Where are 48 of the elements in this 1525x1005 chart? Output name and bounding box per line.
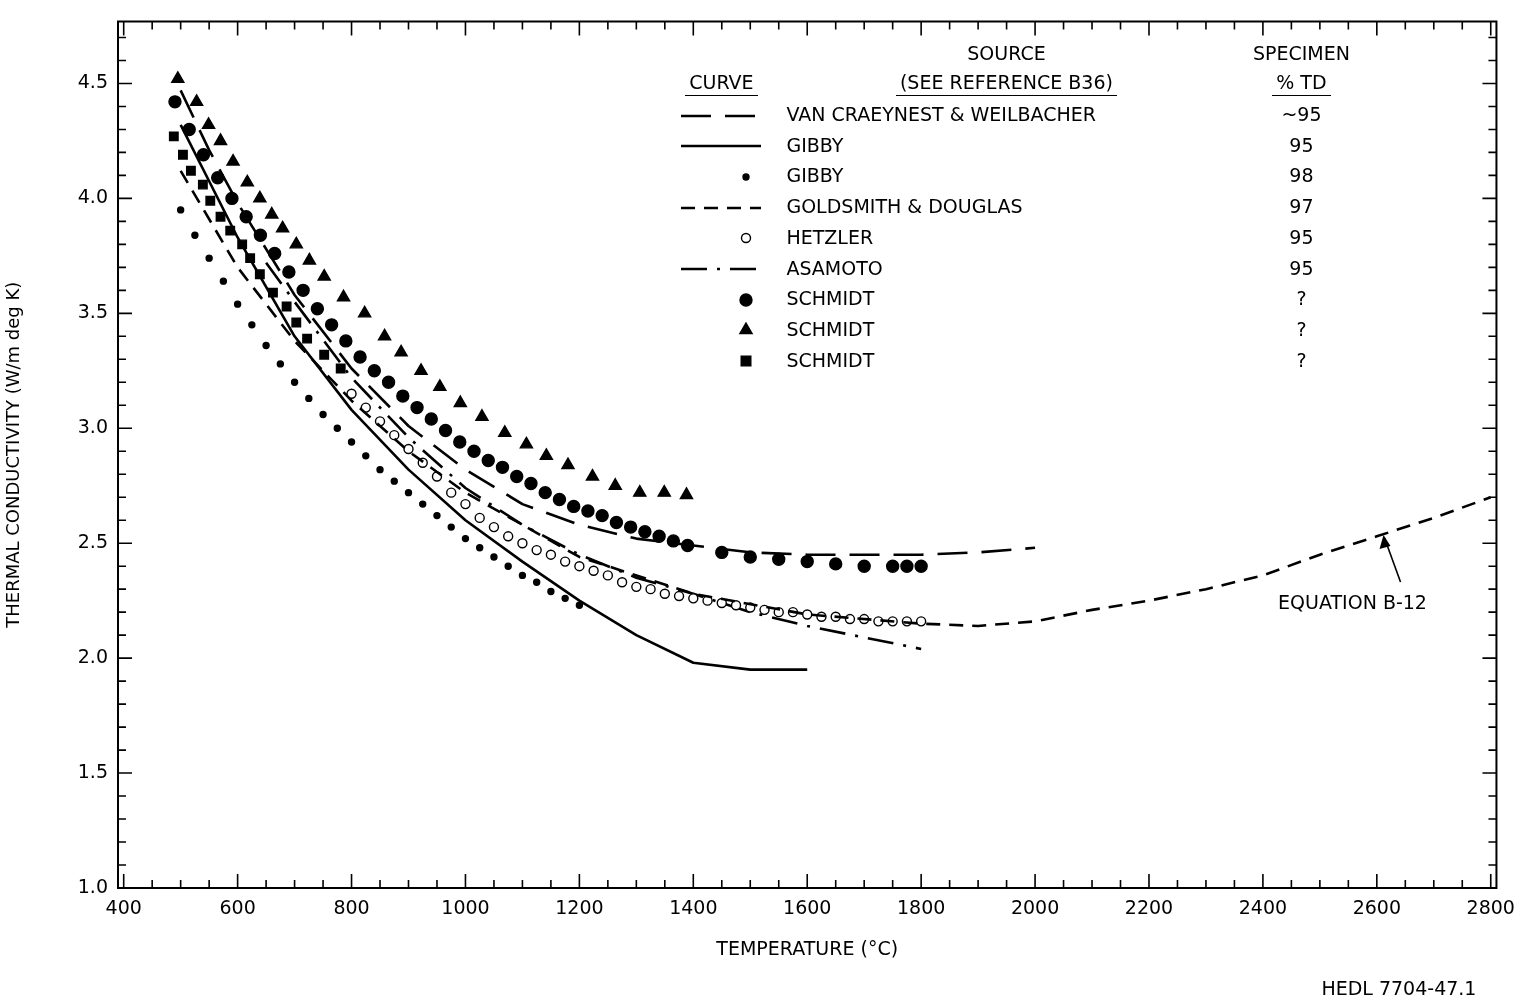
x-tick-label: 1200 [555,896,604,919]
annotation: ? [1296,287,1307,310]
legend-label: GIBBY [786,133,844,156]
annotation: SOURCE [967,41,1046,64]
x-tick-label: 600 [219,896,256,919]
x-tick-label: 1000 [441,896,490,919]
y-tick-label: 3.0 [77,415,108,438]
annotation: 97 [1289,195,1314,218]
x-axis-title: TEMPERATURE (°C) [715,936,899,959]
legend-label: SCHMIDT [786,348,875,371]
annotation: EQUATION B-12 [1278,590,1427,613]
legend-label: HETZLER [786,225,874,248]
y-axis-title: THERMAL CONDUCTIVITY (W/m deg K) [2,281,24,629]
legend-label: SCHMIDT [786,317,875,340]
annotation: ? [1296,348,1307,371]
x-tick-label: 2200 [1124,896,1174,919]
x-tick-label: 400 [105,896,142,919]
legend-label: SCHMIDT [786,287,875,310]
y-tick-label: 2.5 [77,530,108,553]
x-tick-label: 2800 [1466,896,1515,919]
annotation: % TD [1272,70,1331,96]
x-tick-label: 2000 [1010,896,1060,919]
annotation: (SEE REFERENCE B36) [895,70,1117,96]
text: HEDL 7704-47.1 [1321,977,1477,999]
y-tick-label: 1.0 [77,874,108,897]
legend-label: GIBBY [786,164,844,187]
x-tick-label: 2400 [1238,896,1288,919]
y-tick-label: 2.0 [77,645,108,668]
legend-label: ASAMOTO [786,256,883,279]
y-tick-label: 4.5 [77,70,108,93]
x-tick-label: 2600 [1352,896,1402,919]
x-tick-label: 1600 [783,896,832,919]
legend-label: VAN CRAEYNEST & WEILBACHER [786,103,1096,126]
annotation: ? [1296,317,1307,340]
annotation: 95 [1289,133,1314,156]
annotation: 98 [1289,164,1314,187]
x-tick-label: 800 [333,896,370,919]
annotation: 95 [1289,256,1314,279]
y-tick-label: 4.0 [77,185,108,208]
x-tick-label: 1800 [896,896,946,919]
y-tick-label: 3.5 [77,300,108,323]
annotation: 95 [1289,225,1314,248]
legend-label: GOLDSMITH & DOUGLAS [786,195,1023,218]
annotation: SPECIMEN [1252,41,1350,64]
x-tick-label: 1400 [669,896,718,919]
annotation: CURVE [685,70,758,96]
annotation: ~95 [1281,103,1322,126]
y-tick-label: 1.5 [77,760,108,782]
